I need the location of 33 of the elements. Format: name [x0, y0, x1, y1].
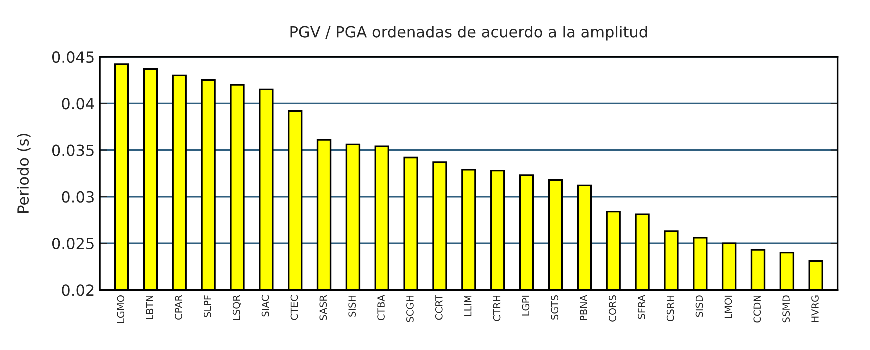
y-axis-title: Periodo (s) [17, 134, 31, 213]
y-tick-label: 0.03 [62, 191, 94, 203]
x-tick-label: SFRA [638, 295, 646, 320]
y-tick-label: 0.02 [62, 284, 94, 296]
x-tick-label: SSMD [782, 296, 790, 323]
x-tick-label: LLIM [464, 296, 472, 316]
x-tick-label: CTEC [290, 296, 298, 320]
y-tick-label: 0.025 [52, 238, 94, 250]
x-tick-label: LMOI [724, 296, 732, 318]
x-tick-label: CPAR [175, 295, 182, 320]
y-tick-label: 0.045 [52, 52, 94, 64]
x-tick-label: PBNA [580, 295, 588, 321]
x-tick-label: CCDN [754, 296, 762, 323]
chart-title: PGV / PGA ordenadas de acuerdo a la amplitud [290, 26, 648, 41]
x-tick-label: SIAC [262, 296, 270, 317]
x-tick-label: SGTS [551, 296, 559, 320]
x-tick-label: LGMO [117, 296, 125, 324]
x-tick-label: LBTN [146, 296, 154, 320]
x-tick-label: CSRH [666, 296, 674, 322]
x-tick-label: CTBA [378, 295, 385, 321]
x-tick-label: CCRT [435, 294, 443, 320]
y-tick-label: 0.035 [52, 144, 94, 156]
x-tick-label: SASR [320, 295, 328, 320]
x-tick-label: SISD [696, 296, 704, 318]
y-tick-label: 0.04 [62, 98, 94, 110]
x-tick-label: LSQR [232, 295, 242, 320]
x-tick-label: HVRG [812, 296, 819, 322]
x-tick-label: CTRH [493, 296, 501, 322]
x-tick-label: SISH [348, 296, 356, 317]
x-tick-label: SCGH [406, 296, 414, 322]
x-tick-label: CORS [609, 296, 616, 322]
x-tick-label: LGPI [522, 296, 530, 316]
x-tick-label: SLPF [204, 296, 212, 318]
